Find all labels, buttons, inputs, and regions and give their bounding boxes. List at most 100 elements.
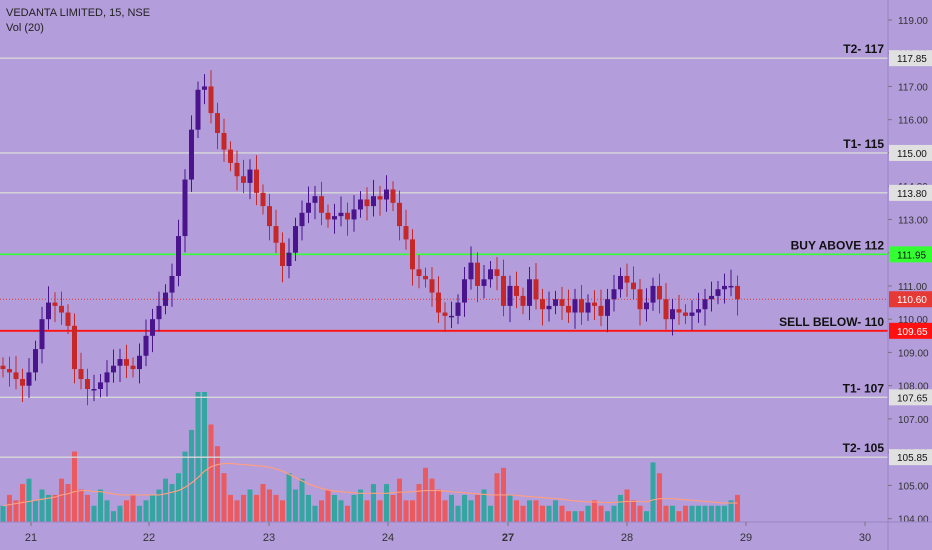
candle	[306, 202, 311, 213]
candle	[202, 86, 207, 90]
candle	[689, 312, 695, 316]
candle	[572, 299, 578, 313]
volume-bar	[728, 500, 734, 522]
candle	[234, 162, 240, 177]
candle	[273, 226, 279, 243]
volume-bar	[254, 494, 259, 522]
candle	[46, 302, 51, 320]
volume-bar	[124, 500, 129, 522]
volume-bar	[13, 500, 19, 522]
candle	[176, 236, 181, 276]
volume-bar	[715, 505, 721, 522]
candle	[13, 372, 19, 380]
candle	[657, 285, 662, 300]
candle	[377, 196, 383, 200]
candle	[533, 279, 539, 300]
volume-bar	[670, 505, 675, 522]
level-label: BUY ABOVE 112	[791, 238, 885, 252]
x-tick-label: 23	[263, 532, 275, 544]
candle	[104, 372, 110, 383]
candle	[124, 359, 129, 366]
volume-bar	[150, 494, 155, 522]
candle	[436, 292, 441, 313]
candle	[325, 212, 331, 220]
volume-bar	[345, 505, 350, 522]
candle	[520, 295, 526, 306]
candle	[33, 349, 38, 373]
candle	[143, 335, 149, 356]
level-price-tag-bg	[889, 449, 932, 466]
volume-bar	[709, 505, 714, 522]
y-tick-label: 108.00	[898, 382, 929, 393]
candle	[579, 299, 584, 313]
level-price-tag: 109.65	[897, 327, 928, 338]
volume-bar	[520, 505, 526, 522]
y-tick-label: 109.00	[898, 348, 929, 359]
volume-bar	[631, 500, 636, 522]
candle	[384, 189, 389, 200]
volume-bar	[325, 489, 331, 522]
volume-bar	[566, 511, 571, 522]
candle	[410, 239, 415, 270]
x-tick-label: 24	[382, 532, 394, 544]
volume-bar	[579, 511, 584, 522]
volume-bar	[735, 494, 740, 522]
volume-bar	[364, 500, 370, 522]
candle	[618, 275, 623, 290]
volume-bar	[156, 489, 162, 522]
volume-bar	[449, 494, 454, 522]
candle	[189, 129, 194, 180]
x-tick-label: 28	[621, 532, 633, 544]
candle	[59, 305, 64, 313]
candle	[475, 262, 480, 286]
candle	[637, 289, 643, 310]
volume-bar	[117, 505, 123, 522]
volume-bar	[650, 462, 656, 522]
volume-bar	[0, 505, 6, 522]
candle	[111, 365, 116, 373]
volume-bar	[7, 494, 12, 522]
level-label: T2- 117	[843, 42, 884, 56]
chart-header: VEDANTA LIMITED, 15, NSE Vol (20)	[6, 6, 150, 36]
volume-bar	[306, 494, 311, 522]
candle	[72, 325, 77, 370]
candle	[254, 169, 259, 193]
level-price-tag-bg	[889, 184, 932, 201]
volume-bar	[507, 494, 513, 522]
volume-bar	[624, 489, 630, 522]
candle	[728, 285, 734, 288]
volume-bar	[46, 494, 51, 522]
volume-bar	[312, 505, 318, 522]
candle	[7, 369, 12, 373]
volume-bar	[468, 500, 474, 522]
candle	[722, 285, 727, 290]
level-price-tag-bg	[889, 144, 932, 161]
candle	[390, 189, 396, 203]
candle	[241, 176, 246, 183]
candle	[39, 319, 45, 350]
volume-bar	[403, 500, 409, 522]
volume-bar	[442, 500, 448, 522]
candle	[358, 199, 363, 210]
candle	[98, 382, 103, 390]
volume-bar	[618, 494, 623, 522]
volume-bar	[163, 478, 168, 522]
candle	[462, 279, 467, 303]
level-label: T2- 105	[843, 441, 885, 455]
x-tick-label: 29	[740, 532, 752, 544]
volume-bar	[85, 494, 90, 522]
candle	[585, 302, 591, 313]
volume-bar	[384, 484, 389, 522]
volume-bar	[78, 489, 84, 522]
volume-bar	[286, 473, 292, 522]
volume-bar	[273, 494, 279, 522]
candle	[540, 299, 545, 310]
volume-bar	[358, 489, 363, 522]
candle	[78, 369, 84, 380]
candle	[605, 299, 610, 316]
candle	[221, 132, 227, 150]
volume-bar	[676, 511, 682, 522]
candle	[650, 285, 656, 303]
